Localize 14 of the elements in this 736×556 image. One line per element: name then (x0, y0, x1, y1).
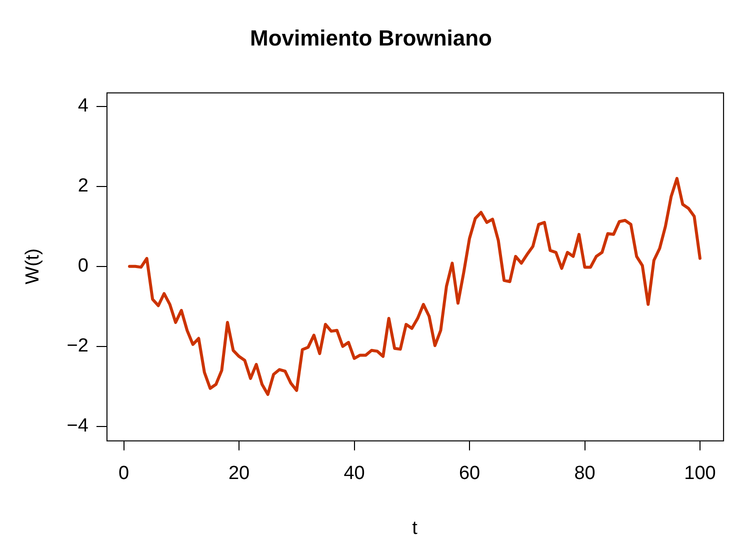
x-tick-label: 20 (228, 463, 250, 484)
chart-title: Movimiento Browniano (250, 25, 492, 50)
y-tick-label: 0 (78, 256, 88, 277)
x-tick-label: 80 (574, 463, 596, 484)
y-tick-label: 2 (78, 176, 88, 197)
y-tick-label: −2 (66, 336, 88, 357)
y-axis-title: W(t) (22, 248, 44, 284)
x-tick-label: 100 (684, 463, 716, 484)
x-tick-label: 40 (344, 463, 365, 484)
y-tick-label: −4 (66, 416, 89, 437)
x-axis-title: t (412, 518, 418, 539)
x-tick-label: 60 (458, 463, 480, 484)
x-tick-label: 0 (118, 463, 130, 484)
y-tick-label: 4 (78, 96, 89, 117)
